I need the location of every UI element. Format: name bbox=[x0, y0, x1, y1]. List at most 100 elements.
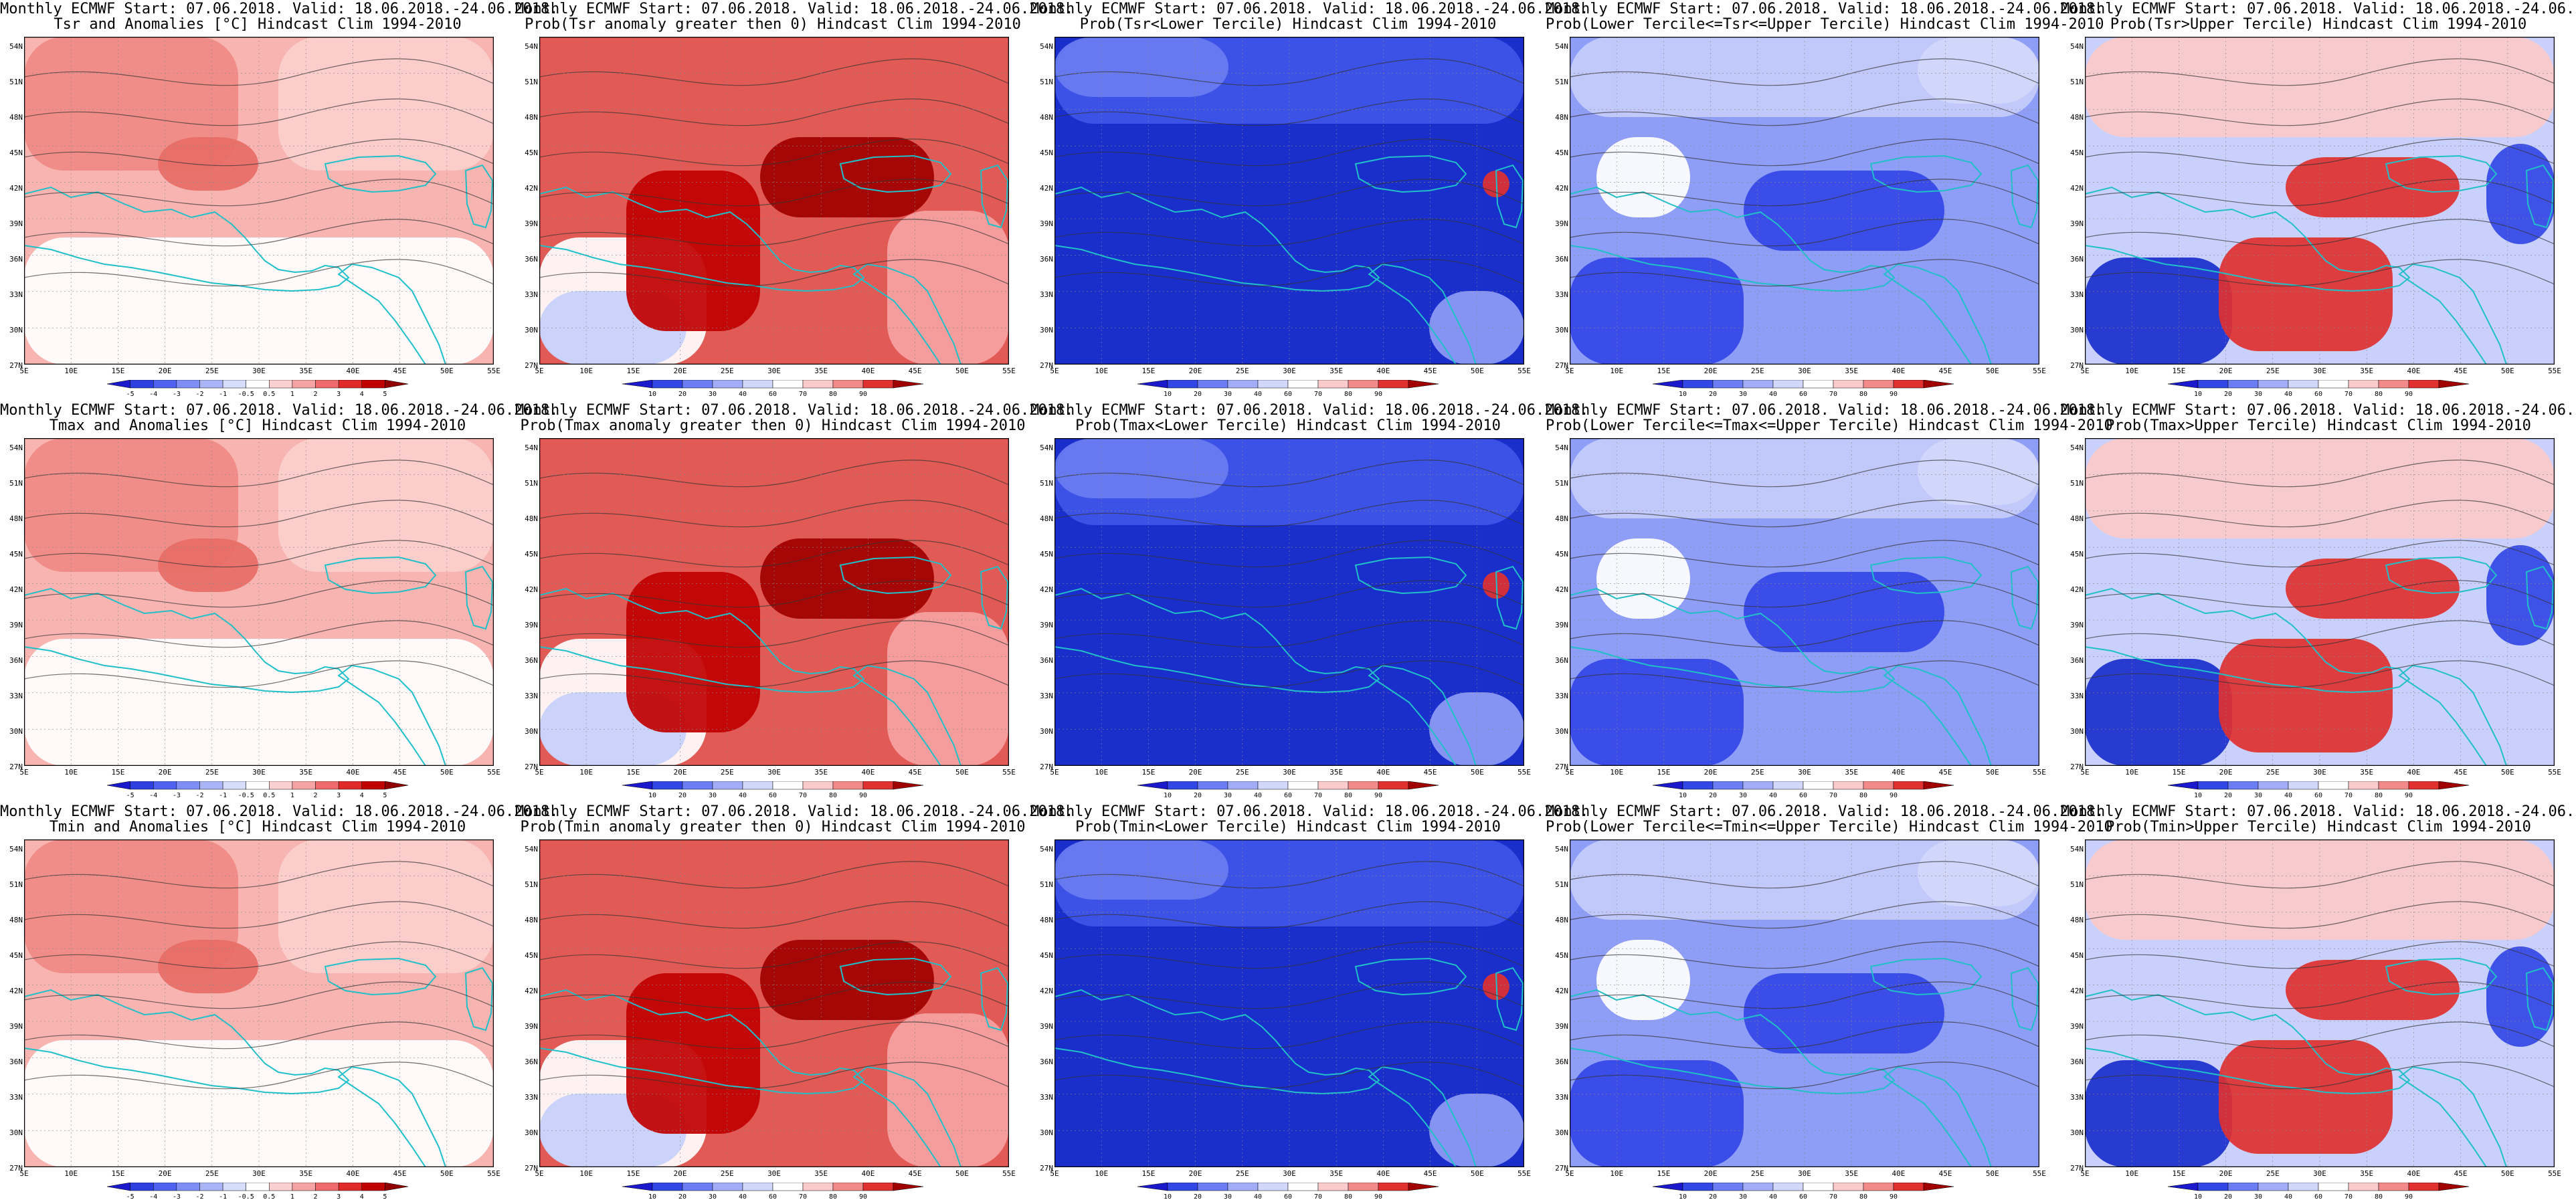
map-frame bbox=[24, 37, 494, 365]
longitude-label: 50E bbox=[1985, 367, 1999, 375]
coastline bbox=[2085, 587, 2411, 694]
longitude-label: 40E bbox=[1892, 367, 1906, 375]
longitude-label: 55E bbox=[487, 768, 500, 777]
colorbar: 10 20 30 40 60 70 80 90 bbox=[616, 1183, 930, 1200]
colorbar-swatch bbox=[315, 781, 339, 790]
colorbar-label: 20 bbox=[1194, 792, 1202, 799]
colorbar-swatch bbox=[2197, 1183, 2229, 1191]
latitude-label: 30N bbox=[9, 727, 23, 736]
coastline bbox=[1883, 263, 1993, 365]
colorbar-swatch bbox=[361, 781, 385, 790]
forecast-map bbox=[1570, 37, 2039, 365]
longitude-label: 30E bbox=[1798, 768, 1811, 777]
longitude-label: 30E bbox=[1283, 768, 1296, 777]
coastline bbox=[1495, 164, 1524, 229]
latitude-label: 48N bbox=[2070, 916, 2084, 924]
latitude-label: 54N bbox=[9, 42, 23, 51]
colorbar-label: 20 bbox=[1709, 391, 1717, 397]
colorbar-swatch bbox=[1137, 1183, 1168, 1191]
longitude-label: 35E bbox=[2360, 768, 2374, 777]
latitude-label: 36N bbox=[1040, 255, 1053, 264]
coastline bbox=[2085, 186, 2411, 292]
contour-line bbox=[1570, 620, 2039, 648]
coastline bbox=[852, 263, 962, 365]
colorbar-label: 10 bbox=[2194, 1193, 2202, 1200]
colorbar-label: 1 bbox=[290, 1193, 294, 1200]
colorbar-swatch bbox=[269, 1183, 293, 1191]
colorbar-label: 20 bbox=[1709, 1193, 1717, 1200]
longitude-label: 10E bbox=[1610, 1169, 1624, 1178]
colorbar-label: 30 bbox=[1224, 391, 1232, 397]
coastline bbox=[1495, 967, 1524, 1031]
colorbar-swatch bbox=[1197, 1183, 1228, 1191]
latitude-label: 27N bbox=[2070, 1164, 2084, 1173]
colorbar-canvas: 10 20 30 40 60 70 80 90 bbox=[622, 1183, 924, 1200]
latitude-label: 27N bbox=[1555, 361, 1568, 370]
contour-line bbox=[539, 179, 1009, 207]
longitude-label: 35E bbox=[1845, 768, 1859, 777]
panel-header: Monthly ECMWF Start: 07.06.2018. Valid: … bbox=[2061, 1, 2576, 17]
latitude-label: 36N bbox=[525, 255, 538, 264]
colorbar-swatch bbox=[1378, 380, 1409, 389]
latitude-label: 33N bbox=[525, 692, 538, 700]
colorbar-swatch bbox=[772, 781, 804, 790]
colorbar-label: 2 bbox=[314, 391, 318, 397]
latitude-label: 39N bbox=[525, 219, 538, 228]
colorbar-label: 0.5 bbox=[263, 391, 275, 397]
colorbar-swatch bbox=[1317, 1183, 1349, 1191]
map-canvas bbox=[24, 438, 494, 766]
colorbar-swatch bbox=[1257, 380, 1289, 389]
colorbar: 10 20 30 40 60 70 80 90 bbox=[2161, 1183, 2476, 1200]
field-shade bbox=[887, 211, 1009, 365]
latitude-label: 48N bbox=[1555, 113, 1568, 122]
longitude-label: 10E bbox=[2125, 1169, 2139, 1178]
contour-line bbox=[1054, 901, 1524, 929]
latitude-label: 33N bbox=[1040, 290, 1053, 299]
longitude-label: 10E bbox=[1610, 367, 1624, 375]
map-panel: Monthly ECMWF Start: 07.06.2018. Valid: … bbox=[0, 401, 558, 803]
map-panel: Monthly ECMWF Start: 07.06.2018. Valid: … bbox=[515, 0, 1073, 401]
map-panel: Monthly ECMWF Start: 07.06.2018. Valid: … bbox=[0, 803, 558, 1204]
latitude-label: 51N bbox=[525, 78, 538, 86]
longitude-label: 55E bbox=[1002, 367, 1016, 375]
contour-line bbox=[2085, 981, 2555, 1009]
contour-line bbox=[1054, 500, 1524, 528]
coastline bbox=[980, 967, 1009, 1031]
colorbar-label: 90 bbox=[1890, 792, 1898, 799]
latitude-label: 39N bbox=[2070, 621, 2084, 629]
coastline bbox=[2525, 164, 2555, 229]
latitude-label: 54N bbox=[525, 845, 538, 854]
colorbar-label: 1 bbox=[290, 792, 294, 799]
colorbar-label: 20 bbox=[2224, 792, 2232, 799]
colorbar-swatch bbox=[1257, 1183, 1289, 1191]
longitude-label: 25E bbox=[2266, 1169, 2280, 1178]
map-panel: Monthly ECMWF Start: 07.06.2018. Valid: … bbox=[0, 0, 558, 401]
field-shade bbox=[2085, 37, 2555, 137]
colorbar-swatch bbox=[1227, 1183, 1259, 1191]
latitude-label: 42N bbox=[1555, 987, 1568, 995]
panel-header: Monthly ECMWF Start: 07.06.2018. Valid: … bbox=[1546, 803, 2104, 820]
forecast-map bbox=[2085, 438, 2555, 766]
contour-line bbox=[539, 620, 1009, 648]
colorbar-label: -5 bbox=[126, 792, 134, 799]
colorbar-label: 10 bbox=[1164, 792, 1172, 799]
map-panel: Monthly ECMWF Start: 07.06.2018. Valid: … bbox=[1546, 0, 2104, 401]
forecast-map bbox=[1570, 839, 2039, 1167]
longitude-label: 10E bbox=[64, 1169, 78, 1178]
longitude-label: 40E bbox=[346, 768, 360, 777]
panel-subtitle: Prob(Tmax>Upper Tercile) Hindcast Clim 1… bbox=[2106, 417, 2531, 434]
latitude-label: 51N bbox=[2070, 880, 2084, 889]
longitude-label: 10E bbox=[64, 367, 78, 375]
coastline bbox=[2385, 556, 2498, 595]
contour-line bbox=[24, 660, 494, 688]
colorbar-label: -3 bbox=[173, 1193, 181, 1200]
field-shade bbox=[1744, 973, 1944, 1054]
longitude-label: 55E bbox=[1002, 1169, 1016, 1178]
longitude-label: 5E bbox=[2080, 768, 2090, 777]
latitude-label: 48N bbox=[1555, 916, 1568, 924]
colorbar-swatch bbox=[315, 1183, 339, 1191]
field-shade bbox=[1918, 438, 2039, 505]
longitude-label: 20E bbox=[1704, 367, 1718, 375]
latitude-label: 42N bbox=[1040, 184, 1053, 193]
colorbar-swatch bbox=[802, 1183, 834, 1191]
